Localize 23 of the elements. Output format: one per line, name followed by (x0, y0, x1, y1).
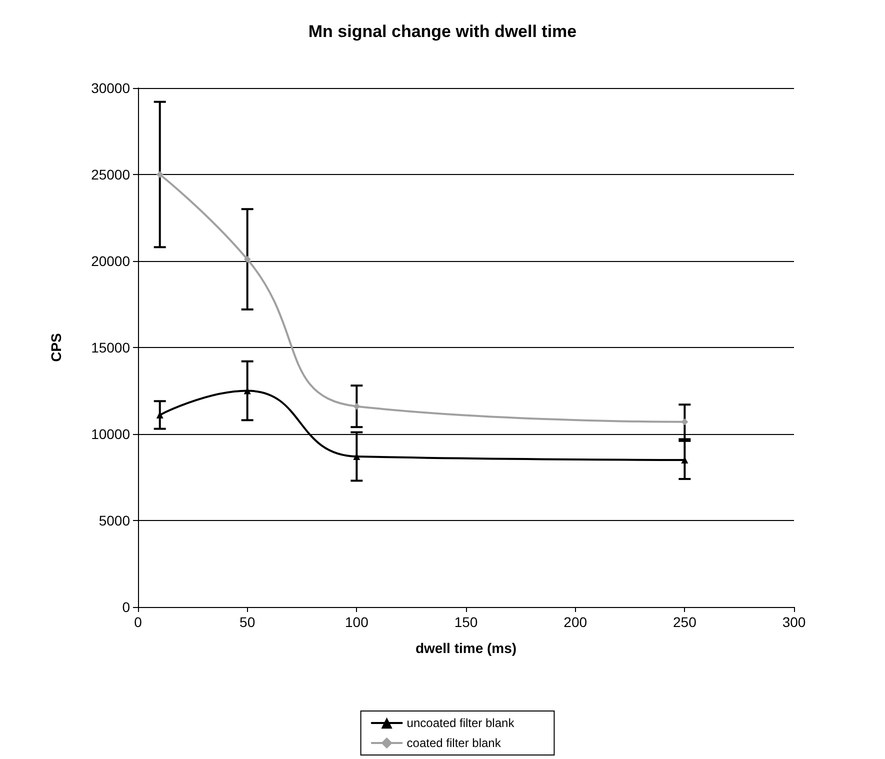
x-tick-label: 50 (240, 614, 256, 630)
y-tick-label: 25000 (91, 166, 130, 182)
y-tick-label: 30000 (91, 80, 130, 96)
x-tick-label: 300 (782, 614, 806, 630)
point (244, 256, 251, 263)
x-tick-label: 100 (344, 614, 369, 630)
legend-label: uncoated filter blank (406, 716, 516, 730)
point (681, 418, 688, 426)
point (156, 171, 164, 178)
x-tick-label: 200 (564, 614, 588, 630)
x-tick-label: 250 (672, 614, 697, 630)
x-tick-label: 0 (134, 614, 142, 630)
y-tick-label: 5000 (98, 512, 130, 528)
x-tick-label: 150 (454, 614, 478, 630)
y-tick-label: 0 (122, 599, 130, 615)
y-axis-title: CPS (48, 333, 64, 362)
x-axis-title: dwell time (ms) (415, 640, 517, 656)
y-tick-label: 10000 (91, 426, 130, 442)
legend-label: coated filter blank (406, 736, 502, 750)
chart-title: Mn signal change with dwell time (308, 22, 577, 41)
y-tick-label: 20000 (91, 253, 130, 269)
point (353, 402, 360, 410)
y-tick-label: 15000 (91, 340, 130, 356)
